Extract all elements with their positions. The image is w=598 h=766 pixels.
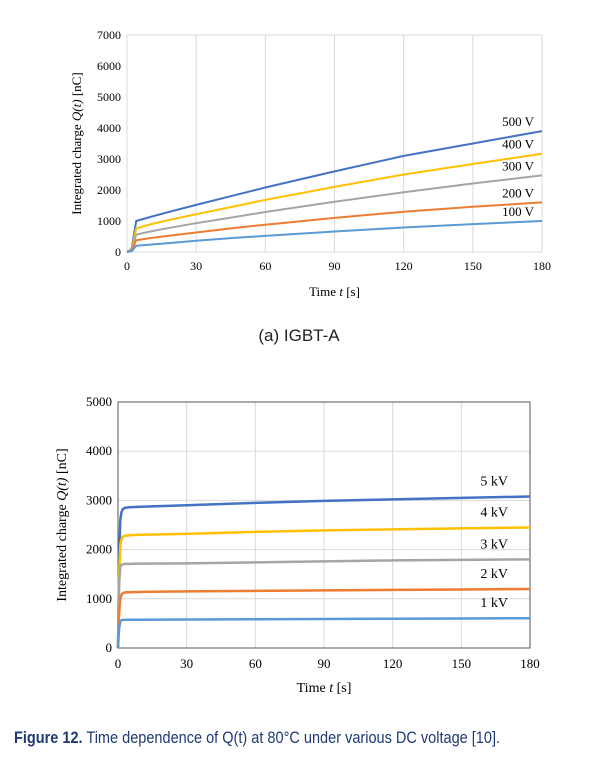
series-label-2-kV: 2 kV	[480, 567, 508, 582]
x-tick-label: 30	[190, 259, 202, 273]
caption-text: Time dependence of Q(t) at 80°C under va…	[82, 729, 501, 747]
y-tick-label: 7000	[97, 28, 121, 42]
x-tick-label: 60	[259, 259, 271, 273]
x-tick-label: 180	[520, 656, 540, 671]
y-tick-label: 3000	[97, 152, 121, 166]
x-tick-label: 150	[452, 656, 472, 671]
series-label-200-V: 200 V	[502, 185, 535, 200]
x-tick-label: 120	[395, 259, 413, 273]
series-line-5-kV	[116, 495, 531, 649]
chart-a: 0 30 60 90 120 150 180 0 1000 2000 3000 4000 5000 600…	[69, 28, 551, 299]
x-tick-label: 180	[533, 259, 551, 273]
x-tick-label: 90	[318, 656, 331, 671]
series-line-4-kV	[116, 526, 531, 649]
series-line-100-V	[126, 220, 543, 253]
series-line-500-V	[126, 130, 543, 253]
x-tick-label: 90	[329, 259, 341, 273]
series-line-3-kV	[116, 558, 531, 649]
y-tick-label: 5000	[86, 394, 112, 409]
panel-label-a: (a) IGBT-A	[258, 326, 340, 345]
x-axis-label: Time t [s]	[309, 284, 360, 299]
y-tick-label: 4000	[97, 121, 121, 135]
series-line-200-V	[126, 201, 543, 253]
y-tick-label: 3000	[86, 492, 112, 507]
series-label-1-kV: 1 kV	[480, 596, 508, 611]
series-line-400-V	[126, 152, 543, 253]
x-tick-label: 0	[124, 259, 130, 273]
y-tick-label: 2000	[97, 183, 121, 197]
series-label-3-kV: 3 kV	[480, 537, 508, 552]
series-label-400-V: 400 V	[502, 137, 535, 152]
plot-frame	[117, 401, 531, 649]
series-line-1-kV	[116, 616, 531, 649]
series-line-300-V	[126, 174, 543, 253]
y-tick-label: 0	[115, 245, 121, 259]
x-tick-label: 60	[249, 656, 262, 671]
caption-label: Figure 12.	[14, 729, 83, 747]
y-tick-label: 6000	[97, 59, 121, 73]
y-tick-label: 4000	[86, 443, 112, 458]
y-tick-label: 0	[106, 640, 113, 655]
series-label-500-V: 500 V	[502, 114, 535, 129]
y-axis-label: Integrated charge Q(t) [nC]	[55, 448, 70, 601]
series-label-4-kV: 4 kV	[480, 505, 508, 520]
figure-caption: Figure 12. Time dependence of Q(t) at 80…	[14, 729, 524, 748]
y-tick-label: 1000	[86, 591, 112, 606]
plot-frame	[126, 34, 543, 253]
x-tick-label: 120	[383, 656, 403, 671]
y-tick-label: 5000	[97, 90, 121, 104]
series-label-300-V: 300 V	[502, 158, 535, 173]
y-tick-label: 2000	[86, 542, 112, 557]
series-label-5-kV: 5 kV	[480, 474, 508, 489]
chart-b: 0 30 60 90 120 150 180 0 1000 2000 3000 4000 5000 Tim…	[55, 394, 540, 696]
series-label-100-V: 100 V	[502, 204, 535, 219]
y-axis-label: Integrated charge Q(t) [nC]	[69, 72, 84, 214]
x-tick-label: 150	[464, 259, 482, 273]
x-axis-label: Time t [s]	[297, 681, 352, 696]
x-tick-label: 30	[180, 656, 193, 671]
y-tick-label: 1000	[97, 214, 121, 228]
series-line-2-kV	[116, 587, 531, 649]
x-tick-label: 0	[115, 656, 122, 671]
